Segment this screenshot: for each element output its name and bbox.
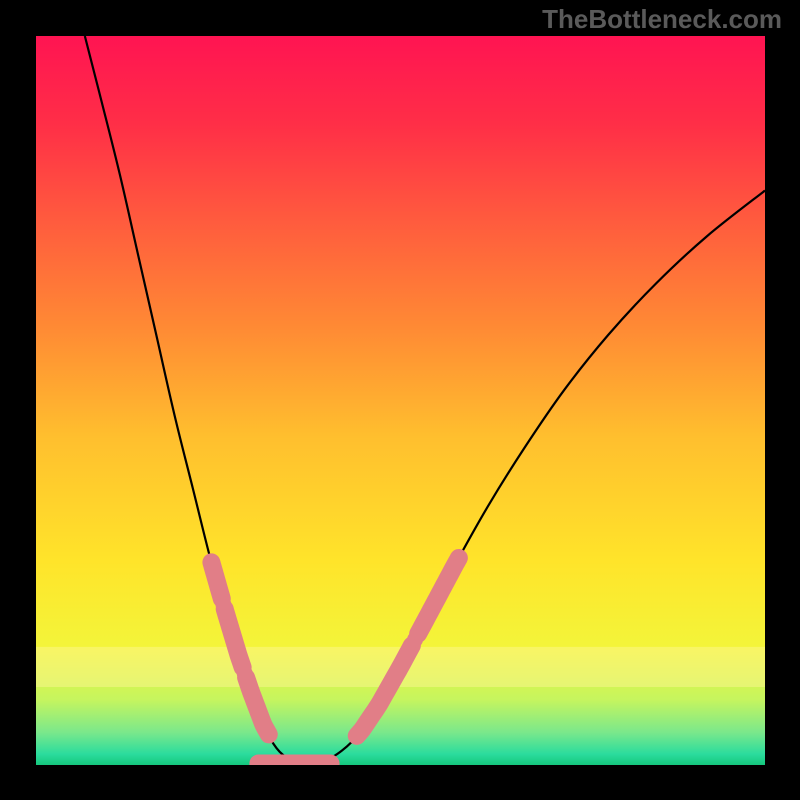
overlay-dot [407,632,423,648]
overlay-segment [211,562,221,598]
watermark-text: TheBottleneck.com [542,4,782,35]
overlay-dot [434,581,450,597]
plot-svg [36,36,765,765]
chart-stage: TheBottleneck.com [0,0,800,800]
overlay-dot [215,597,231,613]
overlay-dot [445,560,461,576]
plot-area [36,36,765,765]
overlay-dot [237,665,253,681]
